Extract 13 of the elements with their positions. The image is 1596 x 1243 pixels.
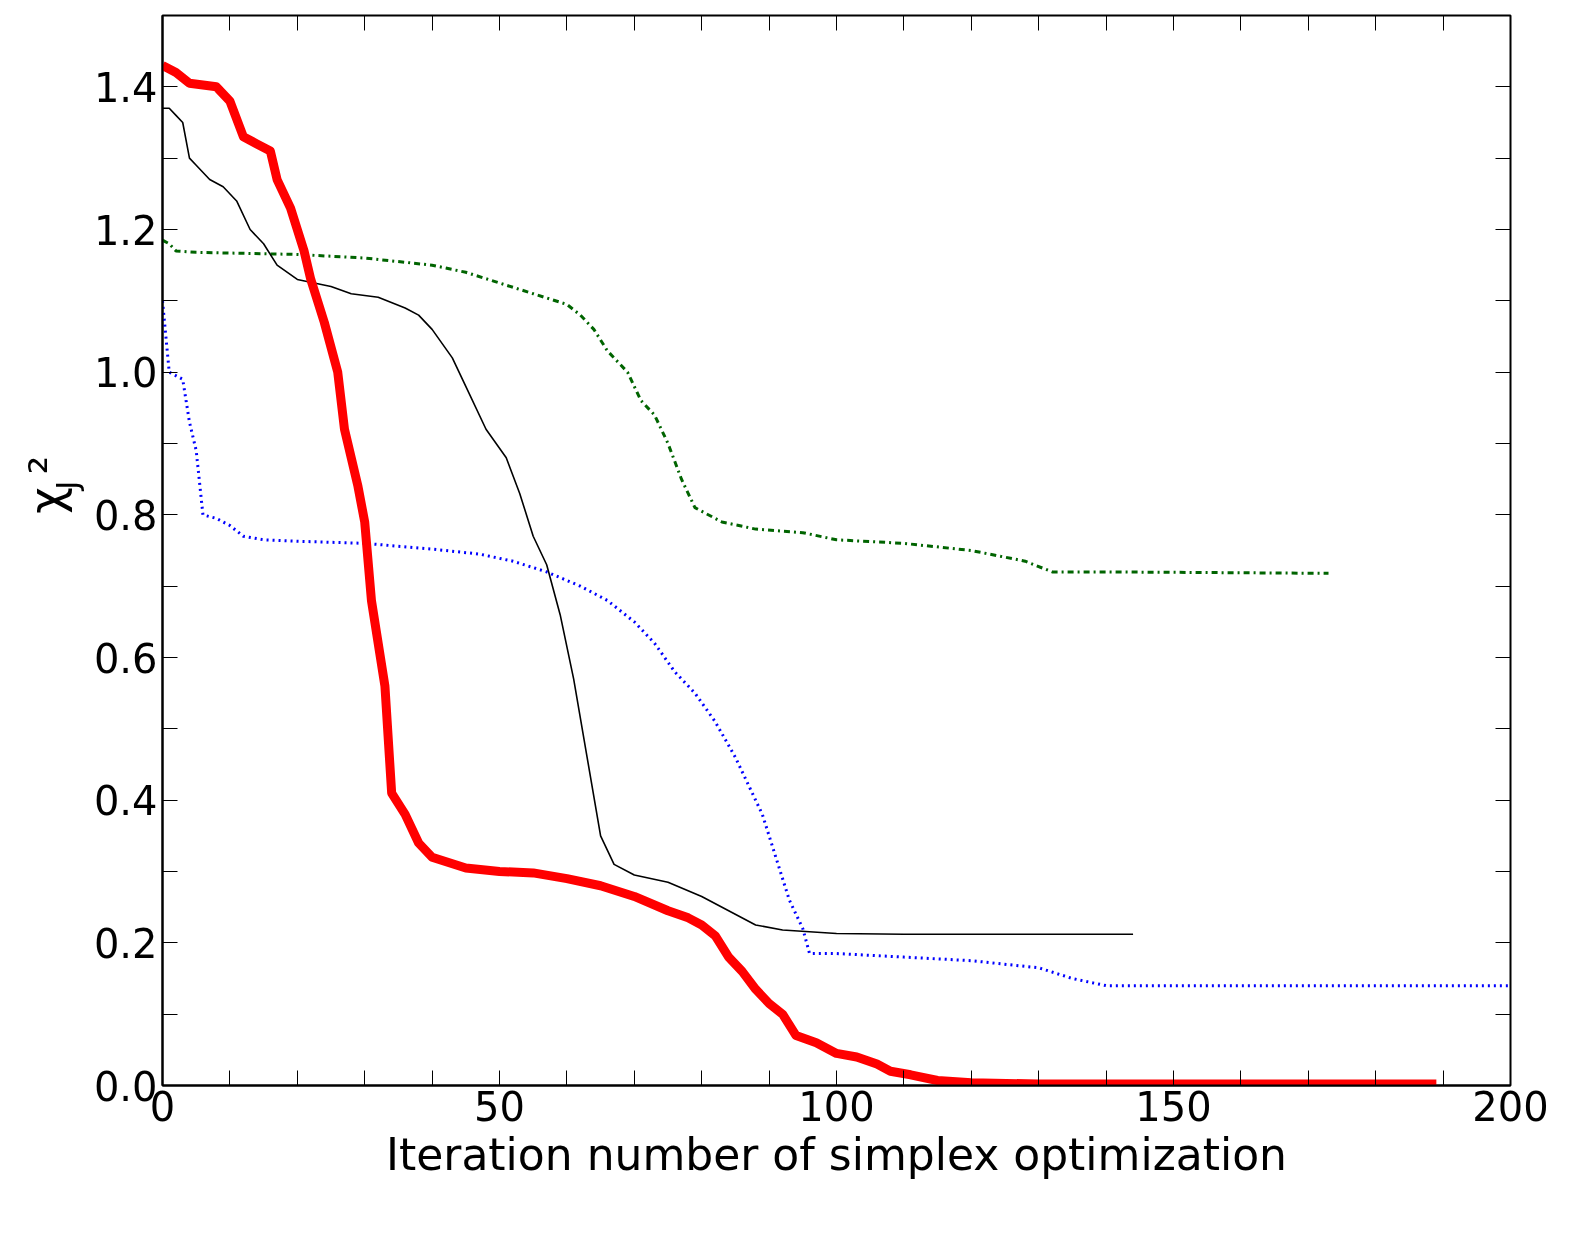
y-tick-label: 1.2 [93, 207, 158, 254]
y-tick-label: 0.6 [93, 635, 158, 682]
x-tick-label: 100 [798, 1083, 875, 1130]
y-tick-label: 1.4 [93, 64, 158, 111]
y-tick-label: 0.4 [93, 778, 158, 825]
y-axis-title: χJ² [18, 455, 85, 514]
x-axis-title: Iteration number of simplex optimization [386, 1128, 1287, 1180]
y-tick-label: 0.2 [93, 920, 158, 967]
x-tick-label: 150 [1135, 1083, 1212, 1130]
y-tick-label: 1.0 [93, 350, 158, 397]
x-tick-label: 50 [474, 1083, 525, 1130]
y-tick-label: 0.8 [93, 492, 158, 539]
x-tick-label: 200 [1472, 1083, 1549, 1130]
